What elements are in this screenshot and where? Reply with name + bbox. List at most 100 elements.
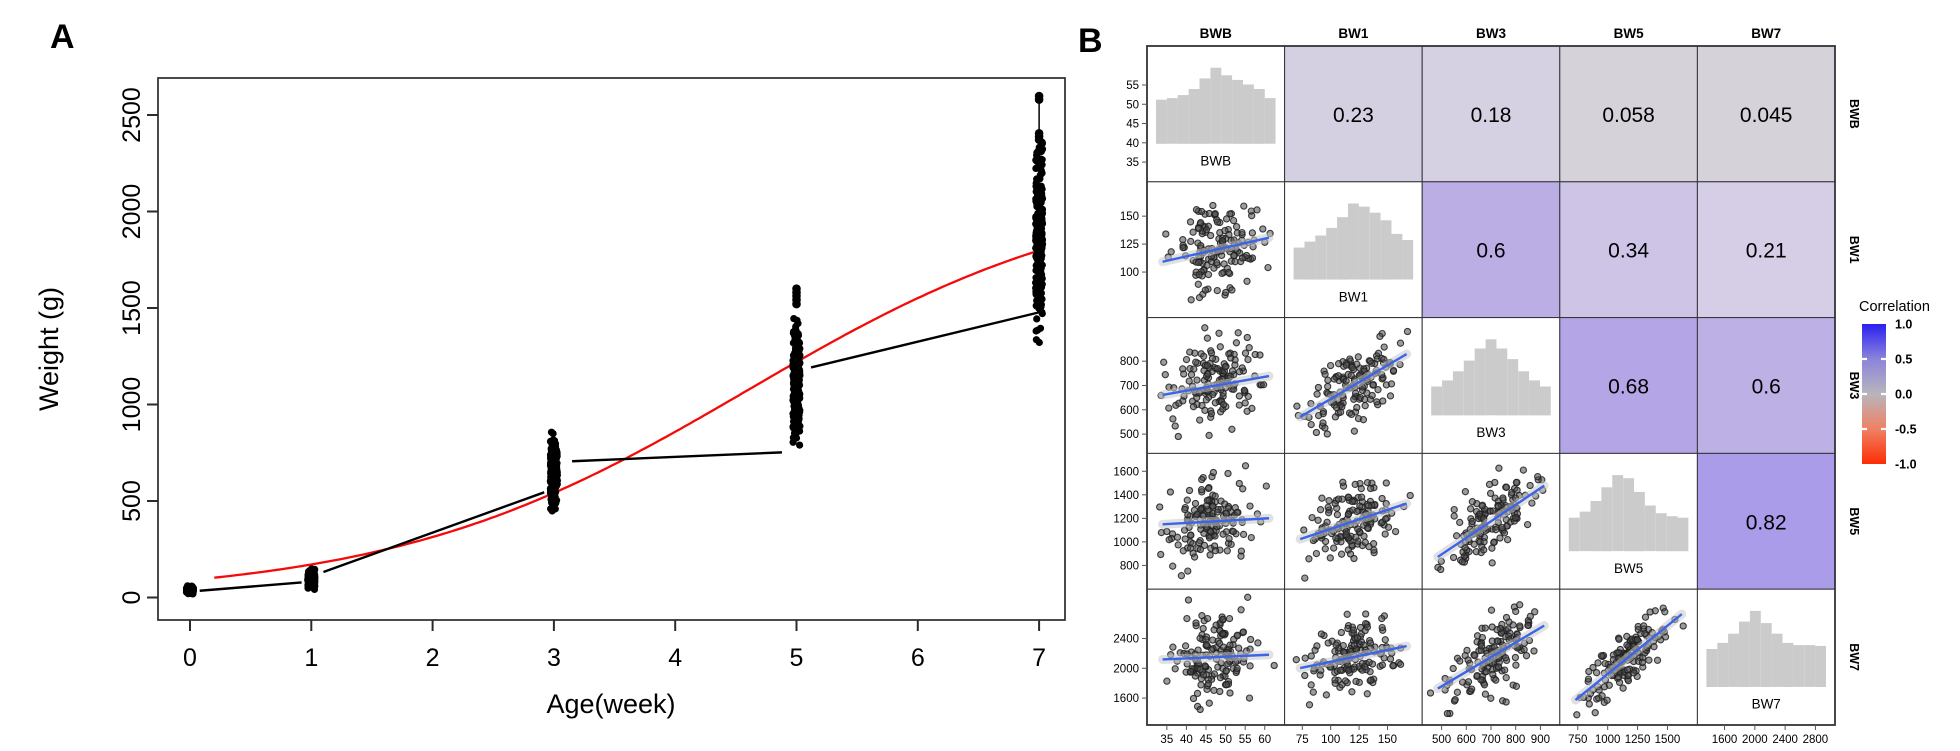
scatter-point	[1235, 392, 1244, 400]
scatter-point	[1351, 480, 1359, 489]
scatter-point	[1226, 641, 1234, 649]
scatter-point	[1350, 395, 1358, 403]
data-point	[1037, 238, 1046, 246]
scatter-point	[1226, 689, 1234, 697]
scatter-point	[1202, 502, 1211, 510]
scatter-point	[1253, 206, 1261, 214]
diag-label-BW7: BW7	[1752, 697, 1781, 712]
data-point	[183, 584, 191, 592]
hist-bar	[1644, 505, 1656, 552]
scatter-point	[1240, 386, 1248, 394]
growth-curve	[214, 249, 1040, 579]
scatter-point	[1489, 670, 1497, 679]
scatter-point	[1237, 552, 1245, 560]
scatter-point	[1213, 218, 1222, 226]
scatter-point	[1203, 261, 1211, 270]
hist-bar	[1188, 89, 1200, 144]
scatter-point	[1595, 686, 1603, 694]
data-points-age-5	[789, 284, 804, 449]
data-point	[1036, 159, 1044, 167]
scatter-point	[1512, 682, 1521, 690]
bottom-tick-label: 600	[1457, 734, 1476, 746]
scatter-point	[1205, 699, 1213, 707]
scatter-point	[1201, 324, 1209, 332]
histogram-BW1	[1293, 203, 1414, 280]
scatter-point	[1226, 210, 1234, 218]
scatter-point	[1195, 271, 1203, 279]
hist-bar	[1706, 649, 1718, 687]
scatter-point	[1200, 352, 1208, 360]
scatter-point	[1316, 671, 1324, 679]
scatter-point	[1502, 674, 1510, 682]
data-point	[310, 566, 319, 574]
scatter-point	[1354, 525, 1362, 533]
scatter-point	[1464, 678, 1473, 686]
hist-bar	[1634, 491, 1645, 552]
scatter-point	[1181, 505, 1189, 514]
scatter-point	[1512, 478, 1521, 487]
scatter-point	[1364, 502, 1373, 510]
scatter-point	[1363, 524, 1372, 532]
scatter-point	[1511, 514, 1519, 522]
data-point	[1032, 254, 1041, 262]
scatter-point	[1334, 360, 1343, 368]
scatter-point	[1512, 661, 1520, 669]
scatter-point	[1228, 286, 1236, 294]
scatter-point	[1573, 711, 1581, 719]
hist-bar	[1507, 359, 1519, 416]
bottom-tick-label: 1250	[1625, 734, 1651, 746]
scatter-point	[1316, 506, 1325, 514]
scatter-point	[1202, 226, 1211, 234]
scatter-point	[1661, 608, 1669, 616]
scatter-point	[1313, 642, 1321, 650]
scatter-point	[1449, 553, 1458, 562]
scatter-point	[1224, 268, 1233, 277]
scatter-point	[1224, 659, 1232, 668]
scatter-point	[1221, 500, 1229, 508]
scatter-point	[1193, 689, 1202, 698]
bottom-tick-label: 45	[1200, 734, 1213, 746]
scatter-point	[1679, 622, 1687, 630]
regression-line	[1299, 353, 1408, 418]
scatter-point	[1314, 383, 1323, 392]
scatter-point	[1482, 668, 1490, 676]
scatter-point	[1352, 533, 1360, 541]
scatter-point	[1189, 228, 1197, 236]
scatter-point	[1314, 516, 1322, 524]
scatter-point	[1641, 629, 1649, 638]
scatter-point	[1488, 623, 1496, 631]
scatter-point	[1379, 397, 1387, 405]
matrix-row-headers: BWB BW1 BW3 BW5 BW7	[1847, 99, 1861, 671]
scatter-point	[1406, 491, 1414, 500]
hist-bar	[1518, 371, 1530, 416]
data-point	[789, 423, 797, 431]
data-points-age-7	[1032, 91, 1047, 347]
scatter-point	[1646, 608, 1654, 616]
scatter-point	[1184, 567, 1192, 575]
scatter-point	[1254, 639, 1262, 647]
scatter-point	[1239, 530, 1248, 539]
scatter-point	[1212, 621, 1220, 629]
scatter-point	[1213, 286, 1221, 295]
y-tick-label: 1500	[118, 280, 146, 336]
scatter-point	[1492, 676, 1500, 684]
data-point	[796, 441, 804, 449]
scatter-point	[1336, 666, 1345, 674]
hist-bar	[1210, 67, 1222, 144]
row-header-BW7: BW7	[1847, 643, 1861, 671]
hist-bar	[1612, 475, 1624, 552]
left-tick-label: 1600	[1113, 693, 1139, 705]
data-point	[549, 463, 558, 472]
scatter-point	[1197, 681, 1205, 689]
scatter-point	[1605, 681, 1613, 689]
x-tick-label: 1	[304, 644, 318, 672]
scatter-point	[1192, 619, 1200, 627]
scatter-point	[1389, 662, 1397, 670]
scatter-point	[1222, 509, 1231, 518]
scatter-point	[1322, 691, 1331, 699]
scatter-point	[1337, 628, 1346, 637]
scatter-point	[1247, 533, 1255, 542]
left-tick-label: 45	[1126, 119, 1139, 131]
data-point	[790, 412, 798, 420]
